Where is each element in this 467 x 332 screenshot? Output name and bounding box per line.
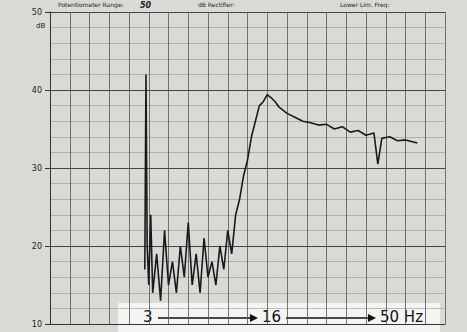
svg-text:50 Hz: 50 Hz xyxy=(380,307,423,326)
svg-text:20: 20 xyxy=(32,242,42,251)
svg-text:40: 40 xyxy=(32,86,42,95)
svg-text:50: 50 xyxy=(32,8,42,17)
svg-text:3: 3 xyxy=(143,308,153,326)
svg-text:30: 30 xyxy=(32,164,42,173)
svg-text:16: 16 xyxy=(262,308,281,326)
svg-text:dB: dB xyxy=(36,22,45,30)
svg-text:10: 10 xyxy=(32,320,42,329)
svg-text:50: 50 xyxy=(140,1,152,10)
svg-text:Potentiometer Range:: Potentiometer Range: xyxy=(58,1,124,9)
svg-text:dB Rectifier:: dB Rectifier: xyxy=(198,1,235,8)
svg-text:Lower Lim. Freq:: Lower Lim. Freq: xyxy=(340,1,389,9)
